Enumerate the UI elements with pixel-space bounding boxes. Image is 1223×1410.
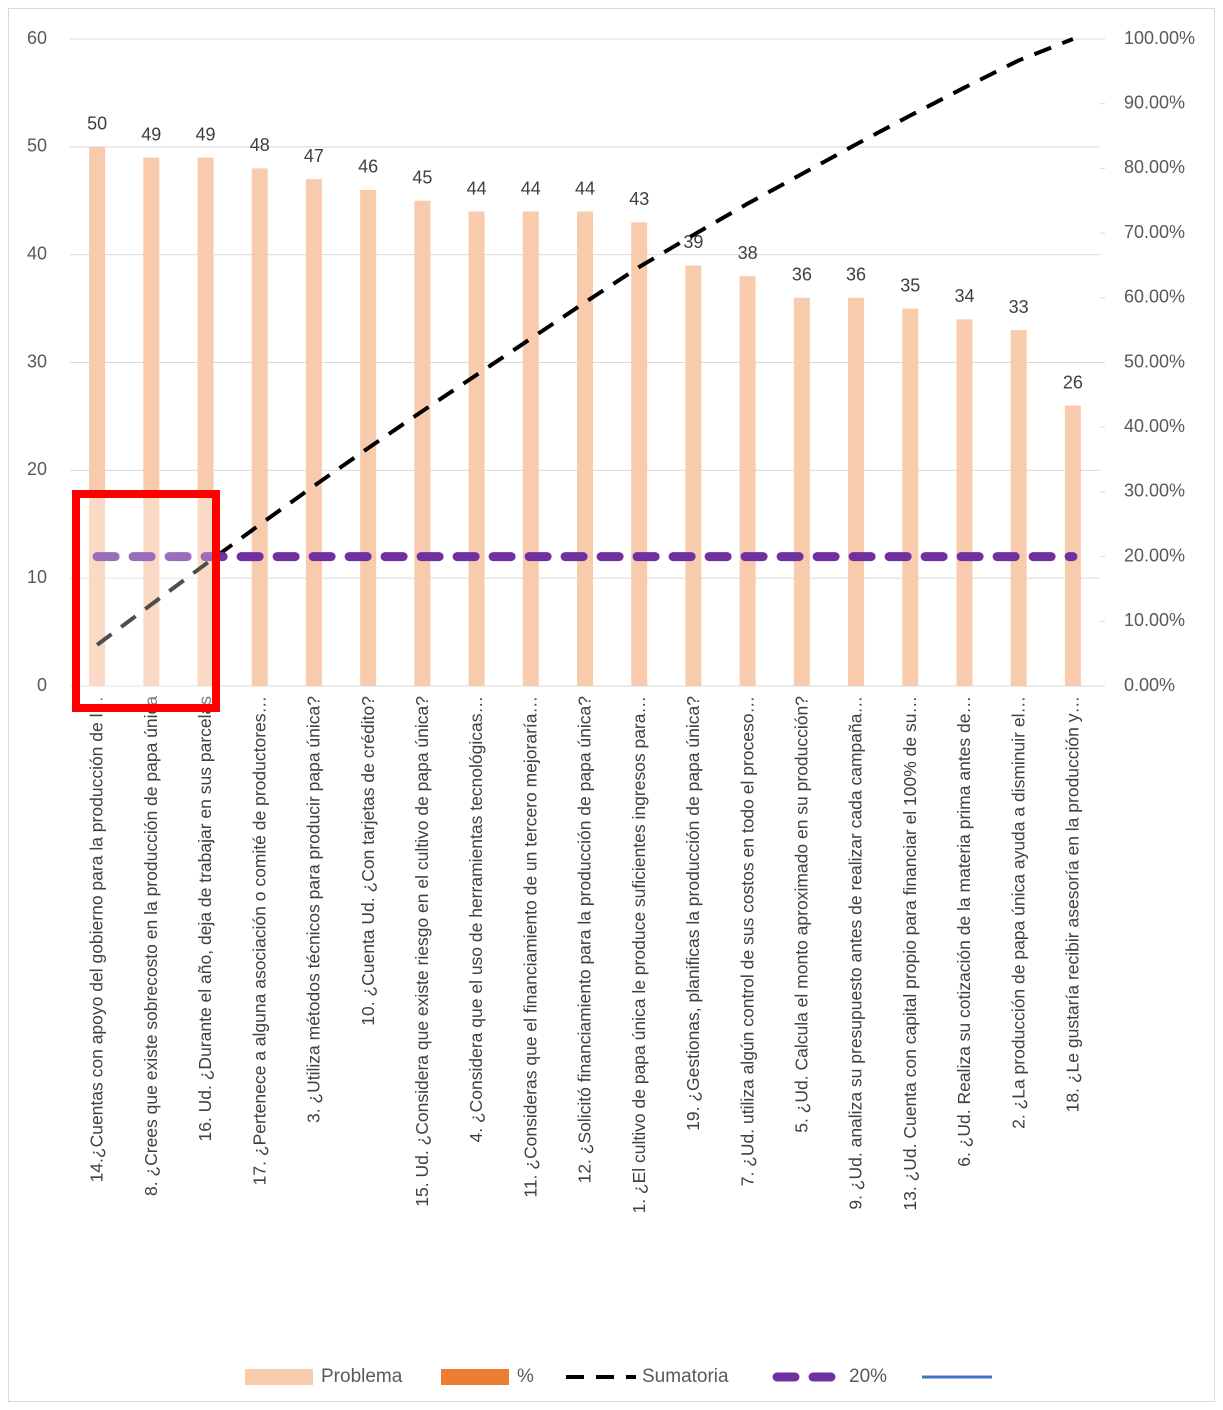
bar <box>89 146 106 687</box>
x-tick-label: 3. ¿Utiliza métodos técnicos para produc… <box>304 696 324 1123</box>
bar <box>631 222 648 687</box>
legend-swatch <box>245 1369 313 1385</box>
y2-tick-label: 100.00% <box>1124 28 1195 48</box>
data-label: 48 <box>250 135 270 155</box>
y2-tick-label: 0.00% <box>1124 675 1175 695</box>
data-label: 46 <box>358 157 378 177</box>
x-tick-label: 12. ¿Solicitó financiamiento para la pro… <box>575 696 595 1184</box>
x-tick-label: 17. ¿Pertenece a alguna asociación o com… <box>249 696 269 1185</box>
line-series <box>95 37 1074 647</box>
x-tick-label: 8. ¿Crees que existe sobrecosto en la pr… <box>141 696 161 1196</box>
y-tick-label: 20 <box>27 459 47 479</box>
bar <box>468 211 485 687</box>
x-tick-label: 15. Ud. ¿Considera que existe riesgo en … <box>412 696 432 1207</box>
bar <box>956 319 973 686</box>
y2-tick-label: 50.00% <box>1124 351 1185 371</box>
x-tick-label: 6. ¿Ud. Realiza su cotización de la mate… <box>954 696 974 1167</box>
x-tick-label: 10. ¿Cuenta Ud. ¿Con tarjetas de crédito… <box>358 696 378 1026</box>
bar <box>685 265 702 686</box>
data-label: 35 <box>900 275 920 295</box>
data-label: 49 <box>141 124 161 144</box>
y-tick-label: 60 <box>27 28 47 48</box>
legend-label: Problema <box>321 1366 403 1387</box>
y2-tick-label: 90.00% <box>1124 92 1185 112</box>
y-tick-label: 40 <box>27 243 47 263</box>
data-label: 36 <box>792 265 812 285</box>
data-label: 34 <box>954 286 974 306</box>
data-label: 36 <box>846 265 866 285</box>
y2-tick-label: 80.00% <box>1124 157 1185 177</box>
data-label: 33 <box>1009 297 1029 317</box>
highlight-box <box>72 490 220 712</box>
bar <box>848 297 865 686</box>
bar <box>251 168 268 686</box>
x-tick-label: 9. ¿Ud. analiza su presupuesto antes de … <box>846 696 866 1210</box>
data-label: 26 <box>1063 372 1083 392</box>
x-tick-label: 2. ¿La producción de papa única ayuda a … <box>1008 696 1028 1129</box>
legend-label: 20% <box>849 1366 887 1387</box>
x-tick-label: 18. ¿Le gustaría recibir asesoría en la … <box>1063 696 1083 1112</box>
x-tick-label: 11. ¿Consideras que el financiamiento de… <box>520 696 540 1198</box>
data-label: 47 <box>304 146 324 166</box>
data-label: 50 <box>87 114 107 134</box>
y2-tick-label: 20.00% <box>1124 545 1185 565</box>
data-label: 44 <box>575 178 595 198</box>
y-tick-label: 30 <box>27 351 47 371</box>
x-tick-label: 13. ¿Ud. Cuenta con capital propio para … <box>900 696 920 1211</box>
data-label: 39 <box>683 232 703 252</box>
bar <box>522 211 539 687</box>
bar <box>577 211 593 687</box>
bar <box>360 189 377 686</box>
y2-tick-label: 30.00% <box>1124 481 1185 501</box>
data-label: 44 <box>467 178 487 198</box>
bar <box>1010 330 1027 686</box>
bar <box>739 276 756 686</box>
y-tick-label: 50 <box>27 136 47 156</box>
x-tick-label: 14.¿Cuentas con apoyo del gobierno para … <box>87 696 107 1182</box>
y2-tick-label: 10.00% <box>1124 610 1185 630</box>
legend-label: % <box>517 1366 534 1387</box>
data-label: 49 <box>196 124 216 144</box>
bar <box>793 297 810 686</box>
bar <box>305 179 322 686</box>
x-tick-label: 16. Ud. ¿Durante el año, deja de trabaja… <box>195 696 215 1142</box>
x-tick-label: 1. ¿El cultivo de papa única le produce … <box>629 696 649 1214</box>
data-label: 38 <box>738 243 758 263</box>
data-label: 44 <box>521 178 541 198</box>
x-tick-label: 4. ¿Considera que el uso de herramientas… <box>466 696 486 1143</box>
y2-tick-label: 70.00% <box>1124 222 1185 242</box>
x-tick-label: 5. ¿Ud. Calcula el monto aproximado en s… <box>791 696 811 1133</box>
bar <box>1064 405 1081 686</box>
y-tick-label: 10 <box>27 567 47 587</box>
bar <box>414 200 431 686</box>
y2-tick-label: 60.00% <box>1124 287 1185 307</box>
y2-tick-label: 40.00% <box>1124 416 1185 436</box>
bar <box>902 308 919 686</box>
data-label: 45 <box>412 168 432 188</box>
x-tick-label: 19. ¿Gestionas, planificas la producción… <box>683 696 703 1131</box>
legend-label: Sumatoria <box>642 1366 729 1387</box>
legend-swatch <box>441 1369 509 1385</box>
highlight-overlay <box>76 494 216 708</box>
y-tick-label: 0 <box>37 675 47 695</box>
x-tick-label: 7. ¿Ud. utiliza algún control de sus cos… <box>737 696 757 1186</box>
data-label: 43 <box>629 189 649 209</box>
